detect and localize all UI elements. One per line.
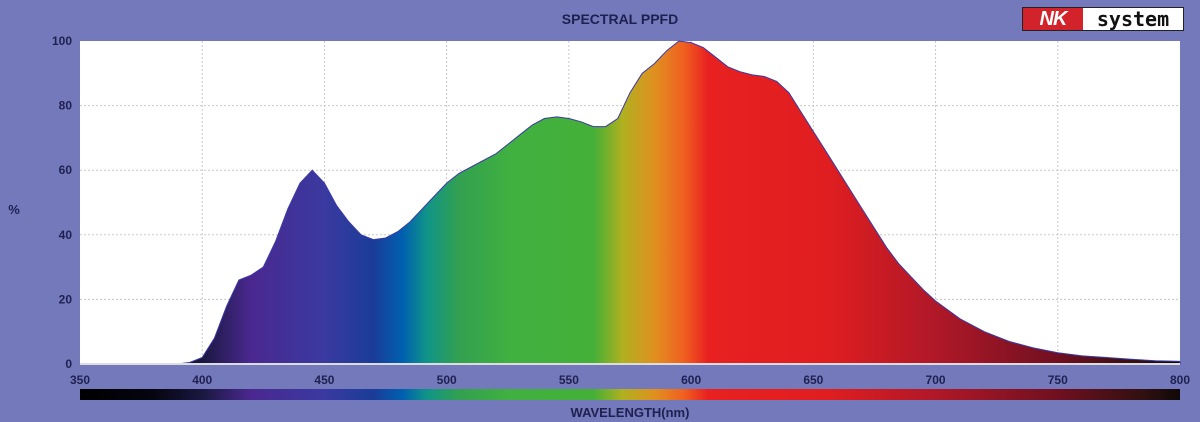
x-tick-label: 550 bbox=[559, 373, 579, 387]
spectrum-area bbox=[177, 40, 1181, 365]
logo-text: system bbox=[1096, 7, 1170, 31]
x-tick-label: 500 bbox=[437, 373, 457, 387]
logo-mark: NK bbox=[1023, 8, 1083, 30]
x-tick-label: 800 bbox=[1170, 373, 1190, 387]
chart-title: SPECTRAL PPFD bbox=[562, 11, 678, 27]
x-tick-label: 600 bbox=[681, 373, 701, 387]
x-tick-label: 750 bbox=[1048, 373, 1068, 387]
y-tick-label: 0 bbox=[65, 357, 72, 371]
x-tick-label: 700 bbox=[926, 373, 946, 387]
x-axis-label: WAVELENGTH(nm) bbox=[571, 405, 690, 420]
y-tick-label: 80 bbox=[59, 99, 73, 113]
y-tick-label: 100 bbox=[52, 34, 72, 48]
y-tick-label: 60 bbox=[59, 163, 73, 177]
wavelength-colorbar bbox=[80, 389, 1180, 400]
nk-system-logo: NK system bbox=[1022, 7, 1184, 31]
x-tick-label: 650 bbox=[803, 373, 823, 387]
x-tick-label: 400 bbox=[192, 373, 212, 387]
y-axis-label: % bbox=[8, 202, 20, 217]
x-tick-label: 450 bbox=[314, 373, 334, 387]
y-tick-label: 20 bbox=[59, 292, 73, 306]
x-tick-label: 350 bbox=[70, 373, 90, 387]
y-tick-label: 40 bbox=[59, 228, 73, 242]
